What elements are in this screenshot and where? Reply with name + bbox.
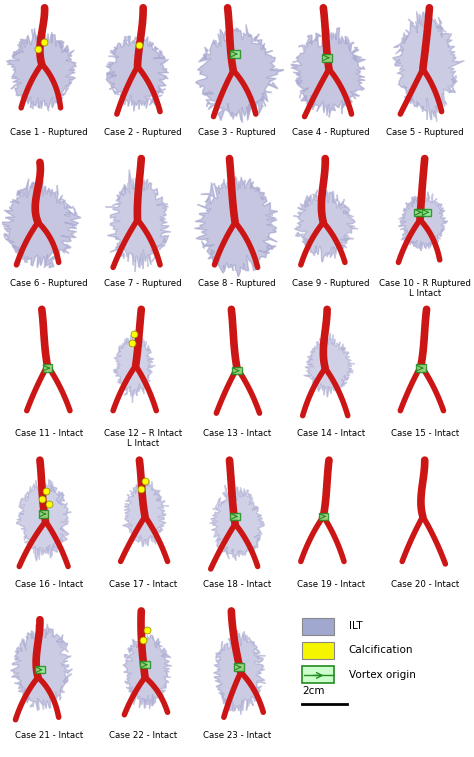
Polygon shape (399, 192, 448, 251)
Polygon shape (210, 475, 264, 560)
Point (40, 36, 47, 48)
Point (42, 485, 49, 497)
Text: Case 3 - Ruptured: Case 3 - Ruptured (198, 128, 276, 137)
Polygon shape (196, 24, 286, 123)
Polygon shape (17, 479, 72, 561)
Bar (39, 510, 48, 518)
Text: Case 20 - Intact: Case 20 - Intact (391, 580, 459, 589)
Text: Case 15 - Intact: Case 15 - Intact (391, 429, 459, 438)
Polygon shape (10, 624, 73, 711)
Bar (43, 364, 52, 372)
Polygon shape (122, 480, 169, 547)
Text: Case 9 - Ruptured: Case 9 - Ruptured (292, 279, 370, 288)
Text: Case 18 - Intact: Case 18 - Intact (203, 580, 271, 589)
Bar (230, 50, 240, 58)
Polygon shape (304, 332, 355, 397)
Polygon shape (105, 170, 171, 272)
Bar (322, 54, 332, 61)
Text: Vortex origin: Vortex origin (349, 670, 416, 680)
Polygon shape (106, 33, 169, 111)
Polygon shape (194, 176, 278, 276)
Text: Case 10 - R Ruptured
L Intact: Case 10 - R Ruptured L Intact (379, 279, 471, 298)
Text: Case 16 - Intact: Case 16 - Intact (15, 580, 83, 589)
Bar (140, 661, 150, 668)
Point (46, 498, 53, 510)
Point (34, 43, 42, 55)
Bar (414, 209, 424, 216)
Bar (416, 364, 426, 372)
Bar (232, 367, 242, 375)
Bar (35, 666, 45, 674)
Point (136, 39, 143, 51)
Text: Case 22 - Intact: Case 22 - Intact (109, 731, 177, 740)
Point (38, 493, 46, 505)
Polygon shape (213, 630, 265, 715)
Polygon shape (0, 170, 81, 268)
Polygon shape (392, 11, 465, 122)
Text: Case 14 - Intact: Case 14 - Intact (297, 429, 365, 438)
Text: Case 19 - Intact: Case 19 - Intact (297, 580, 365, 589)
Text: Case 6 - Ruptured: Case 6 - Ruptured (10, 279, 88, 288)
Text: Case 5 - Ruptured: Case 5 - Ruptured (386, 128, 464, 137)
Text: Case 1 - Ruptured: Case 1 - Ruptured (10, 128, 88, 137)
Point (137, 483, 145, 495)
Polygon shape (123, 631, 172, 709)
Polygon shape (291, 28, 365, 117)
Text: Case 8 - Ruptured: Case 8 - Ruptured (198, 279, 276, 288)
Text: ILT: ILT (349, 621, 362, 631)
Bar (302, 642, 334, 659)
Text: Case 11 - Intact: Case 11 - Intact (15, 429, 83, 438)
Point (139, 634, 147, 646)
Text: Case 2 - Ruptured: Case 2 - Ruptured (104, 128, 182, 137)
Bar (230, 512, 240, 520)
Text: Case 4 - Ruptured: Case 4 - Ruptured (292, 128, 370, 137)
Text: Case 23 - Intact: Case 23 - Intact (203, 731, 271, 740)
Point (130, 329, 137, 341)
Point (141, 475, 149, 488)
Text: Case 13 - Intact: Case 13 - Intact (203, 429, 271, 438)
Text: Calcification: Calcification (349, 646, 413, 656)
Polygon shape (7, 28, 76, 111)
Bar (422, 209, 431, 216)
Text: Case 17 - Intact: Case 17 - Intact (109, 580, 177, 589)
Bar (302, 666, 334, 683)
Polygon shape (293, 188, 358, 262)
Bar (302, 618, 334, 635)
Bar (234, 663, 244, 671)
Polygon shape (113, 335, 155, 403)
Point (143, 624, 151, 636)
Point (128, 337, 136, 349)
Text: Case 21 - Intact: Case 21 - Intact (15, 731, 83, 740)
Text: Case 12 – R Intact
L Intact: Case 12 – R Intact L Intact (104, 429, 182, 448)
Bar (319, 512, 328, 520)
Text: 2cm: 2cm (302, 687, 325, 696)
Text: Case 7 - Ruptured: Case 7 - Ruptured (104, 279, 182, 288)
